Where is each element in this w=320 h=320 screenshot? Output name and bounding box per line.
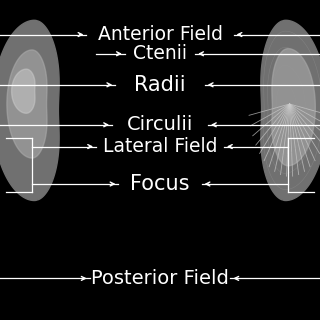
Text: Circulii: Circulii (127, 115, 193, 134)
Text: Posterior Field: Posterior Field (91, 269, 229, 288)
Text: Lateral Field: Lateral Field (103, 137, 217, 156)
Text: Ctenii: Ctenii (133, 44, 187, 63)
Polygon shape (7, 50, 47, 158)
Polygon shape (12, 69, 35, 113)
Text: Focus: Focus (130, 174, 190, 194)
Text: Radii: Radii (134, 75, 186, 95)
Polygon shape (261, 20, 320, 201)
Polygon shape (272, 49, 315, 166)
Polygon shape (0, 20, 59, 201)
Text: Anterior Field: Anterior Field (98, 25, 222, 44)
